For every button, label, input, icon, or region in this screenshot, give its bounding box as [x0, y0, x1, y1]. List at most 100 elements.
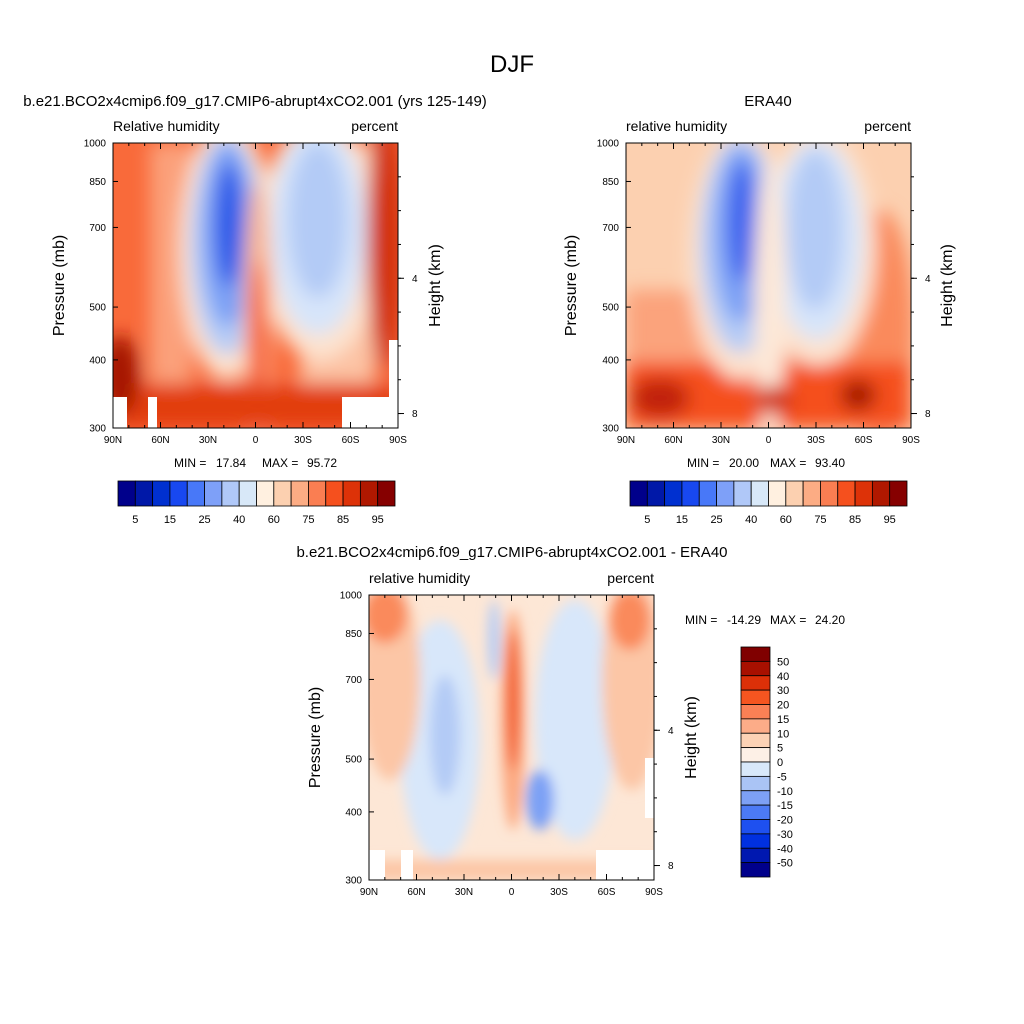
colorbar-box [646, 480, 666, 507]
colorbar-box [681, 480, 700, 507]
colorbar-label: 40 [745, 514, 757, 526]
colorbar-box [740, 704, 771, 720]
x-tick-label: 60S [598, 887, 616, 898]
colorbar-box [740, 660, 771, 677]
panel-difference: b.e21.BCO2x4cmip6.f09_g17.CMIP6-abrupt4x… [296, 544, 845, 898]
x-tick-label: 30S [550, 887, 568, 898]
colorbar-label: 85 [849, 514, 861, 526]
colorbar-box [740, 646, 771, 662]
x-tick-label: 90N [617, 435, 635, 446]
y-tick-label: 400 [89, 355, 106, 366]
colorbar-box [221, 480, 240, 507]
colorbar-box [750, 480, 769, 507]
panel-era40-units-label: percent [864, 118, 911, 134]
colorbar-box [740, 675, 771, 691]
colorbar-box [716, 480, 735, 507]
colorbar-box [740, 775, 771, 792]
colorbar-label: 25 [198, 514, 210, 526]
x-tick-label: 60N [407, 887, 425, 898]
x-tick-label: 0 [253, 435, 259, 446]
colorbar-box [698, 480, 717, 507]
panel-model-field [113, 143, 398, 428]
field-low-level-moist [369, 860, 654, 880]
x-tick-label: 60S [855, 435, 873, 446]
field-ellipse-north-max [113, 335, 140, 415]
y-tick-label: 400 [602, 355, 619, 366]
colorbar-label: 15 [676, 514, 688, 526]
panel-era40-max-label: MAX = [770, 456, 806, 470]
x-tick-label: 30S [807, 435, 825, 446]
field-ellipse-itcz-core [250, 260, 266, 428]
y-right-tick-label: 8 [412, 409, 418, 420]
panel-era40-ticks: 90N 60N 30N 0 30S 60S 90S 300 400 500 700 850 1000 8 4 [597, 139, 931, 447]
colorbar-box [740, 689, 771, 705]
panel-model-colorbar: 5 15 25 40 60 75 85 95 [117, 480, 396, 526]
colorbar-label: 50 [777, 656, 789, 668]
season-title: DJF [490, 51, 534, 78]
y-tick-label: 400 [345, 807, 362, 818]
y-right-tick-label: 4 [412, 274, 418, 285]
colorbar-label: -40 [777, 843, 793, 855]
colorbar-box [664, 480, 683, 507]
colorbar-label: -50 [777, 858, 793, 870]
y-tick-label: 300 [345, 876, 362, 887]
colorbar-box [740, 847, 771, 864]
field-missing-3 [342, 397, 398, 428]
colorbar-box [256, 480, 275, 507]
field-ellipse-sh-dry-core [787, 150, 843, 310]
colorbar-label: 25 [710, 514, 722, 526]
panel-era40-y-right-label: Height (km) [939, 244, 956, 327]
colorbar-box [204, 480, 223, 507]
panel-model-variable-label: Relative humidity [113, 118, 220, 134]
field-ellipse-south-max [840, 379, 876, 411]
colorbar-box [273, 480, 292, 507]
colorbar-box [740, 862, 771, 878]
x-tick-label: 60N [151, 435, 169, 446]
colorbar-box [325, 480, 344, 507]
field-ellipse-drying-sh [535, 600, 615, 840]
y-tick-label: 850 [602, 177, 619, 188]
panel-model-title: b.e21.BCO2x4cmip6.f09_g17.CMIP6-abrupt4x… [23, 93, 487, 110]
colorbar-box [740, 718, 771, 734]
panel-difference-min-label: MIN = [685, 613, 717, 627]
panel-era40: ERA40 relative humidity percent [563, 93, 956, 526]
panel-difference-y-label: Pressure (mb) [307, 687, 324, 788]
colorbar-box [733, 480, 752, 507]
panel-difference-max-label: MAX = [770, 613, 806, 627]
x-tick-label: 0 [509, 887, 515, 898]
panel-difference-field [369, 595, 654, 880]
x-tick-label: 0 [766, 435, 772, 446]
colorbar-box [889, 480, 908, 507]
x-tick-label: 90N [104, 435, 122, 446]
panel-era40-min-value: 20.00 [729, 456, 759, 470]
panel-model-min-value: 17.84 [216, 456, 246, 470]
field-ellipse-nh-dry-core [215, 163, 243, 287]
panel-difference-variable-label: relative humidity [369, 570, 470, 586]
colorbar-box [308, 480, 327, 507]
panel-model-ticks: 90N 60N 30N 0 30S 60S 90S 300 400 500 700 850 1000 8 4 [84, 139, 418, 447]
panel-model-units-label: percent [351, 118, 398, 134]
panel-difference-title: b.e21.BCO2x4cmip6.f09_g17.CMIP6-abrupt4x… [296, 544, 727, 561]
colorbar-box [342, 480, 361, 507]
field-ellipse-equator-max [754, 386, 794, 414]
y-tick-label: 500 [602, 303, 619, 314]
colorbar-label: -5 [777, 771, 787, 783]
panel-model-min-label: MIN = [174, 456, 206, 470]
colorbar-label: -30 [777, 829, 793, 841]
colorbar-label: 0 [777, 757, 783, 769]
colorbar-label: 15 [164, 514, 176, 526]
field-ellipse-moist-north-top [369, 595, 407, 643]
colorbar-label: -10 [777, 786, 793, 798]
panel-era40-variable-label: relative humidity [626, 118, 727, 134]
field-ellipse-drying-nh-core [430, 675, 460, 795]
colorbar-label: -20 [777, 815, 793, 827]
y-tick-label: 850 [89, 177, 106, 188]
panel-era40-colorbar: 5 15 25 40 60 75 85 95 [629, 480, 908, 526]
field-ellipse-drying-eq [488, 600, 500, 680]
field-missing-4 [645, 758, 654, 818]
field-ellipse-south-moist [367, 143, 398, 370]
colorbar-label: 95 [372, 514, 384, 526]
x-tick-label: 60S [342, 435, 360, 446]
panel-difference-units-label: percent [607, 570, 654, 586]
